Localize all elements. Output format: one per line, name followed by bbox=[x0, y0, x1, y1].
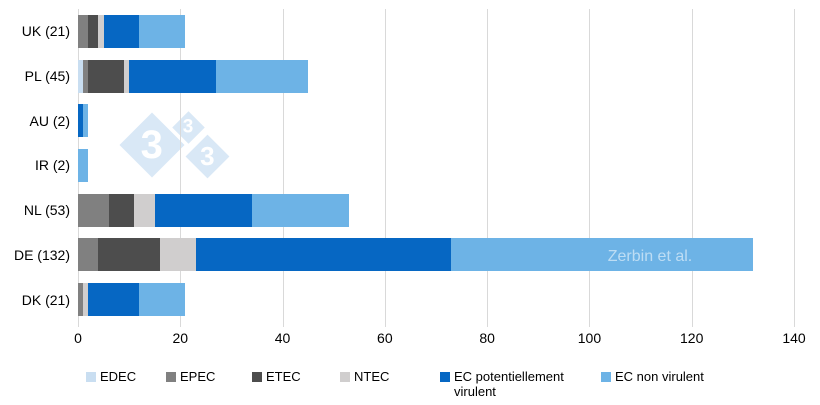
gridline bbox=[282, 9, 284, 327]
legend-label: EPEC bbox=[180, 369, 216, 384]
legend-label: EDEC bbox=[100, 369, 137, 384]
legend-swatch bbox=[86, 372, 96, 382]
bar-row bbox=[78, 149, 89, 182]
bar-row bbox=[78, 238, 754, 272]
bar-segment-epec bbox=[78, 238, 99, 272]
category-label: IR (2) bbox=[35, 157, 70, 174]
bar-segment-ec-potentiellement-virulent bbox=[195, 238, 452, 272]
bar-row bbox=[78, 104, 89, 138]
bar-segment-ntec bbox=[98, 14, 104, 48]
bar-segment-ec-non-virulent bbox=[139, 283, 186, 317]
bar-segment-ec-potentiellement-virulent bbox=[78, 104, 84, 138]
x-tick-label: 20 bbox=[172, 330, 189, 346]
gridline bbox=[487, 9, 489, 327]
category-label: NL (53) bbox=[23, 202, 70, 219]
bar-segment-ec-potentiellement-virulent bbox=[154, 193, 252, 227]
bar-row bbox=[78, 193, 349, 227]
bar-segment-ec-non-virulent bbox=[139, 14, 186, 48]
bar-segment-ec-non-virulent bbox=[216, 59, 309, 93]
bar-segment-etec bbox=[108, 193, 135, 227]
legend-label: EC non virulent bbox=[615, 369, 704, 384]
legend-swatch bbox=[440, 372, 450, 382]
bar-row bbox=[78, 59, 309, 93]
bar-segment-ntec bbox=[124, 59, 130, 93]
x-tick-label: 60 bbox=[377, 330, 393, 346]
category-label: DE (132) bbox=[13, 246, 70, 263]
bar-segment-epec bbox=[78, 283, 84, 317]
category-label: AU (2) bbox=[29, 112, 70, 129]
x-tick-label: 40 bbox=[274, 330, 291, 346]
x-tick-label: 80 bbox=[479, 330, 495, 346]
bar-segment-epec bbox=[78, 14, 89, 48]
legend-label: ETEC bbox=[266, 369, 301, 384]
bar-row bbox=[78, 14, 186, 48]
legend-swatch bbox=[340, 372, 350, 382]
category-label: DK (21) bbox=[21, 291, 70, 308]
bar-segment-ec-potentiellement-virulent bbox=[88, 283, 140, 317]
bar-segment-ec-non-virulent bbox=[83, 104, 89, 138]
legend-item-ntec: NTEC bbox=[340, 369, 389, 384]
legend-label: NTEC bbox=[354, 369, 390, 384]
gridline bbox=[691, 9, 693, 327]
bar-segment-epec bbox=[83, 59, 89, 93]
gridline bbox=[384, 9, 386, 327]
legend-item-edec: EDEC bbox=[86, 369, 136, 384]
category-label: PL (45) bbox=[24, 68, 70, 85]
bar-segment-ntec bbox=[159, 238, 196, 272]
category-label: UK (21) bbox=[21, 23, 70, 40]
bar-segment-edec bbox=[78, 59, 84, 93]
x-tick-label: 0 bbox=[74, 330, 82, 346]
gridline bbox=[589, 9, 591, 327]
bar-segment-ec-non-virulent bbox=[78, 149, 89, 182]
gridline bbox=[180, 9, 182, 327]
x-tick-label: 100 bbox=[577, 330, 602, 346]
legend-swatch bbox=[166, 372, 176, 382]
bar-segment-epec bbox=[78, 193, 109, 227]
bar-segment-etec bbox=[88, 14, 99, 48]
bar-segment-ec-potentiellement-virulent bbox=[103, 14, 140, 48]
legend-item-epec: EPEC bbox=[166, 369, 215, 384]
legend-swatch bbox=[252, 372, 262, 382]
bar-segment-ec-potentiellement-virulent bbox=[129, 59, 217, 93]
x-tick-label: 120 bbox=[680, 330, 704, 346]
chart-legend: EDEC EPEC ETEC NTEC EC potentiellement virul… bbox=[0, 369, 820, 405]
x-tick-label: 140 bbox=[782, 330, 806, 346]
bar-segment-ec-non-virulent bbox=[451, 238, 754, 272]
bar-segment-ntec bbox=[134, 193, 155, 227]
source-watermark-text: Zerbin et al. bbox=[607, 248, 693, 265]
watermark-diamond: 3 bbox=[119, 112, 185, 178]
bar-segment-etec bbox=[98, 238, 160, 272]
legend-item-ec-potentiellement-virulent: EC potentiellement virulent bbox=[440, 369, 572, 399]
bar-segment-ntec bbox=[83, 283, 89, 317]
legend-label: EC potentiellement virulent bbox=[454, 369, 564, 399]
gridline bbox=[794, 9, 795, 327]
bar-segment-etec bbox=[88, 59, 125, 93]
watermark-diamond: 3 bbox=[185, 134, 230, 179]
bar-segment-ec-non-virulent bbox=[251, 193, 349, 227]
legend-item-etec: ETEC bbox=[252, 369, 301, 384]
legend-item-ec-non-virulent: EC non virulent bbox=[601, 369, 704, 384]
bar-row bbox=[78, 283, 186, 317]
legend-swatch bbox=[601, 372, 611, 382]
